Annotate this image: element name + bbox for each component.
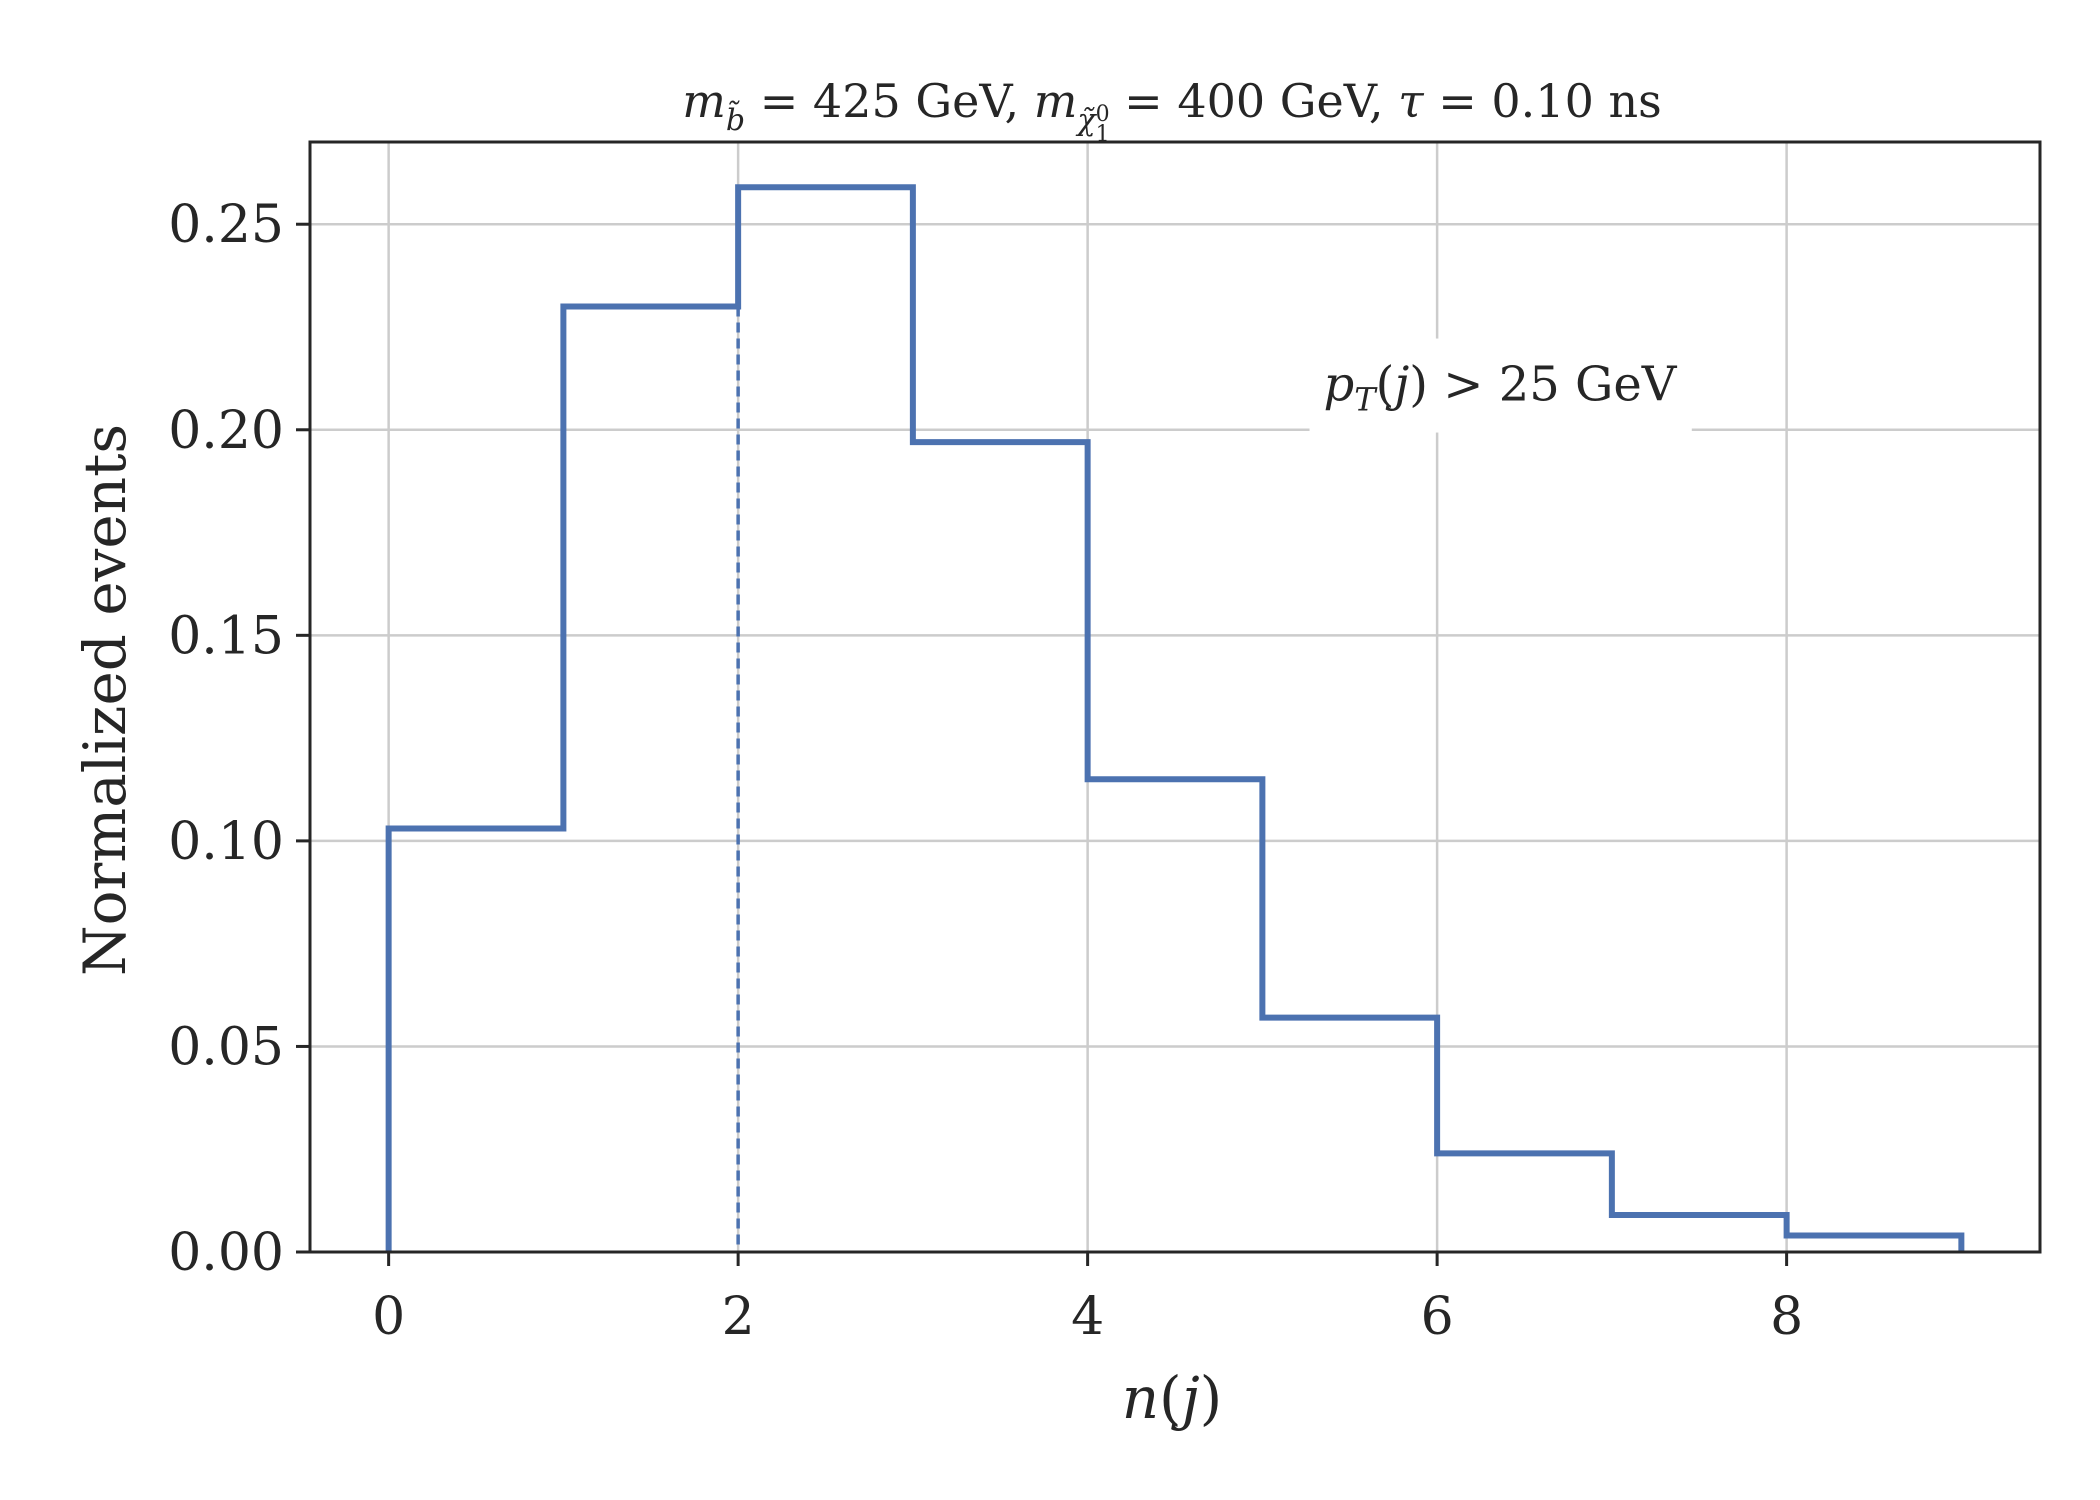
x-tick-label: 8 <box>1770 1287 1803 1347</box>
histogram-step-line <box>385 184 1965 1252</box>
x-axis-label: n(j) <box>1122 1364 1223 1432</box>
series <box>385 184 1965 1252</box>
y-tick-label: 0.10 <box>168 812 284 872</box>
x-tick-label: 6 <box>1421 1287 1454 1347</box>
x-tick-label: 0 <box>372 1287 405 1347</box>
annotation-background <box>1309 338 1692 433</box>
x-tick-label: 2 <box>722 1287 755 1347</box>
chart-title: mb̃ = 425 GeV, mχ̃0 1 = 400 GeV, τ = 0.10… <box>682 74 1661 147</box>
y-tick-label: 0.25 <box>168 195 284 255</box>
y-tick-label: 0.15 <box>168 606 284 666</box>
y-tick-label: 0.00 <box>168 1223 284 1283</box>
plot-frame <box>308 140 2042 1254</box>
annotation-text: pT(j) > 25 GeV <box>1324 357 1678 419</box>
y-tick-label: 0.05 <box>168 1017 284 1077</box>
x-tick-label: 4 <box>1071 1287 1104 1347</box>
y-tick-label: 0.20 <box>168 401 284 461</box>
y-axis-label: Normalized events <box>71 424 139 976</box>
ticks: 0 2 4 6 8 0.00 0.05 0.10 0.15 0.20 0.25 <box>168 195 1803 1347</box>
